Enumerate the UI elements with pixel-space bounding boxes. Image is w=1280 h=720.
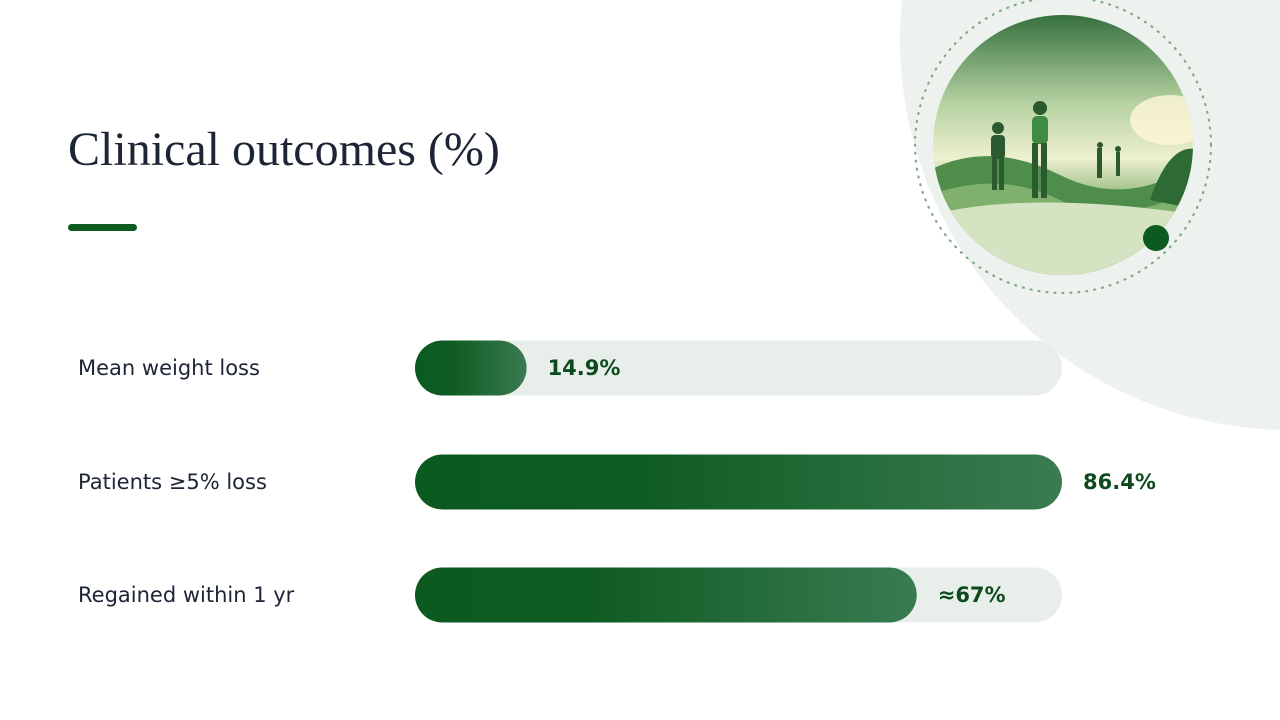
- value-label: 86.4%: [1083, 470, 1156, 494]
- title-accent: [68, 224, 137, 231]
- category-label: Regained within 1 yr: [78, 583, 295, 607]
- value-label: ≈67%: [938, 583, 1006, 607]
- value-label: 14.9%: [548, 356, 621, 380]
- dotted-ring: [913, 0, 1213, 295]
- bar: [415, 340, 527, 396]
- category-label: Patients ≥5% loss: [78, 470, 267, 494]
- bar: [415, 567, 917, 623]
- bar-track: [415, 340, 1062, 396]
- accent-dot: [1143, 225, 1169, 251]
- bar: [415, 454, 1062, 510]
- category-label: Mean weight loss: [78, 356, 260, 380]
- chart-title: Clinical outcomes (%): [68, 123, 500, 176]
